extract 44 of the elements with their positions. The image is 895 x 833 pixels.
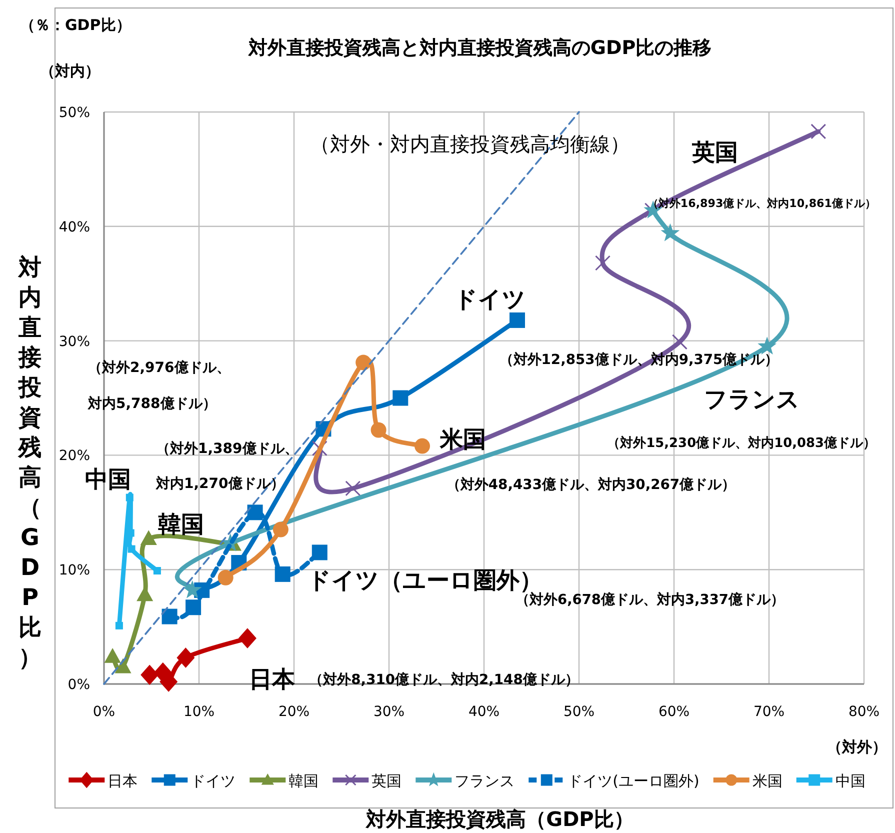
- x-tick-label: 50%: [563, 704, 595, 720]
- x-axis-title: 対外直接投資残高（GDP比）: [365, 807, 634, 831]
- x-tick-label: 70%: [753, 704, 785, 720]
- annotation: （対外6,678億ドル、対内3,337億ドル）: [516, 591, 784, 608]
- annotation: （対外・対内直接投資残高均衡線）: [310, 132, 630, 156]
- y-tick-label: 10%: [58, 562, 90, 579]
- legend-label: フランス: [454, 772, 515, 790]
- legend-label: 中国: [835, 772, 866, 790]
- text: 対内直接投資残高（GDP比）: [18, 255, 42, 671]
- x-tick-label: 60%: [658, 704, 690, 720]
- x-tick-label: 10%: [183, 704, 215, 720]
- annotation: （対外8,310億ドル、対内2,148億ドル）: [309, 671, 579, 688]
- text: （％：GDP比）: [20, 16, 131, 34]
- chart-title: 対外直接投資残高と対内直接投資残高のGDP比の推移: [247, 37, 712, 59]
- annotation: フランス: [704, 387, 800, 413]
- annotation: （対外2,976億ドル、: [88, 359, 230, 376]
- legend-label: ドイツ(ユーロ圏外): [568, 772, 700, 790]
- text: （対外）: [827, 738, 887, 756]
- annotation: 韓国: [158, 512, 204, 538]
- legend-label: 英国: [372, 772, 402, 790]
- y-tick-label: 20%: [58, 448, 90, 464]
- legend-label: 米国: [752, 772, 782, 790]
- text: （対内）: [40, 62, 100, 80]
- y-tick-label: 0%: [68, 677, 90, 693]
- legend-label: 日本: [108, 772, 138, 790]
- annotation: 中国: [85, 467, 131, 493]
- y-tick-label: 30%: [58, 334, 90, 350]
- annotation: 英国: [691, 140, 738, 166]
- legend-label: ドイツ: [190, 772, 236, 790]
- annotation: （対外15,230億ドル、対内10,083億ドル）: [607, 435, 876, 451]
- x-tick-label: 30%: [373, 704, 405, 720]
- annotation: 対内5,788億ドル）: [87, 395, 216, 412]
- annotation: ドイツ: [454, 287, 526, 313]
- annotation: 日本: [249, 667, 296, 693]
- annotation: （対外48,433億ドル、対内30,267億ドル）: [446, 476, 736, 493]
- annotation: （対外1,389億ドル、: [156, 440, 298, 457]
- y-tick-label: 40%: [58, 219, 90, 236]
- y-tick-label: 50%: [58, 105, 90, 121]
- annotation: 対内1,270億ドル）: [155, 475, 284, 492]
- x-tick-label: 20%: [278, 704, 310, 720]
- x-tick-label: 80%: [848, 704, 880, 720]
- legend-label: 韓国: [288, 772, 319, 790]
- x-tick-label: 0%: [92, 704, 116, 720]
- x-tick-label: 40%: [468, 704, 500, 720]
